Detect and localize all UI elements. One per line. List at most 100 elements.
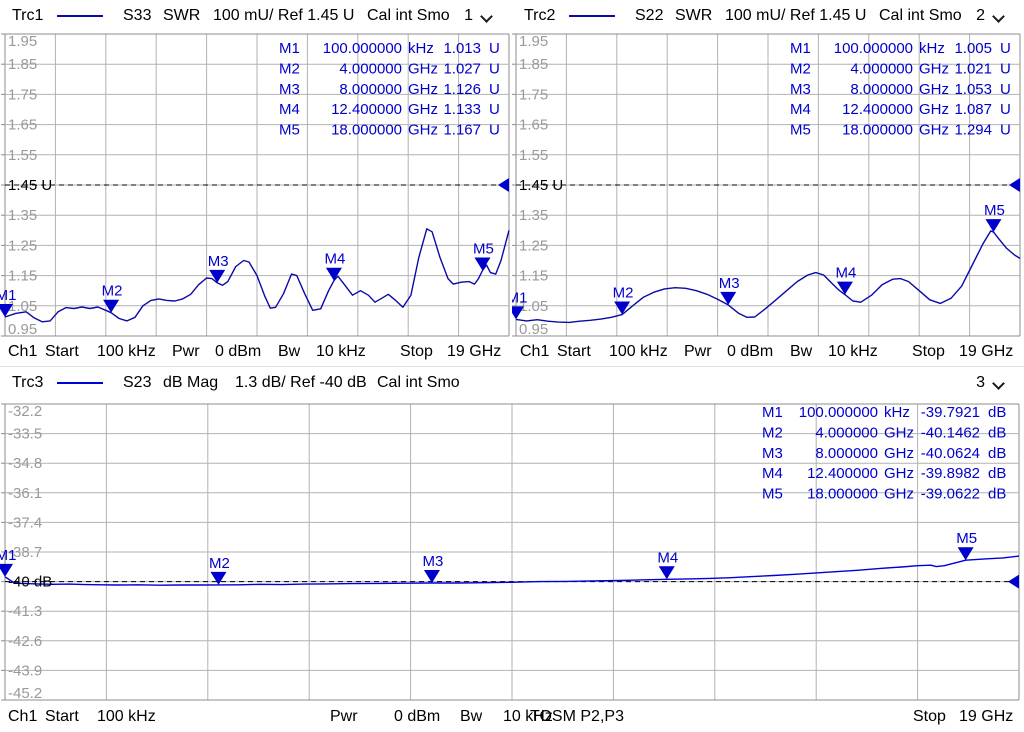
marker-m2-label: M2 — [613, 285, 634, 302]
trace1-parameter: S33 — [123, 7, 152, 24]
marker-readout-value: 1.087 — [954, 101, 992, 118]
marker-m4-triangle[interactable] — [658, 566, 675, 580]
y-tick-label: -32.2 — [8, 403, 42, 420]
marker-m1-triangle[interactable] — [0, 303, 14, 317]
marker-m5-triangle[interactable] — [957, 547, 974, 561]
marker-readout-frequency-unit: GHz — [884, 445, 914, 462]
stop-label: Stop — [913, 708, 946, 725]
y-tick-label: -42.6 — [8, 633, 42, 650]
marker-readout-value: -39.0622 — [921, 486, 980, 503]
trace3-name[interactable]: Trc3 — [12, 374, 44, 391]
marker-readout-name: M4 — [790, 101, 811, 118]
marker-readout-value-unit: U — [1000, 40, 1011, 57]
marker-readout-frequency-unit: GHz — [884, 465, 914, 482]
marker-readout-name: M1 — [279, 40, 300, 57]
trace2-header: Trc2 S22 SWR 100 mU/ Ref 1.45 U Cal int … — [512, 0, 1024, 32]
reference-level-label: -40 dB — [8, 574, 52, 591]
marker-m1-triangle[interactable] — [0, 563, 14, 577]
chevron-down-icon[interactable] — [993, 11, 1005, 23]
pane2-number[interactable]: 2 — [976, 7, 985, 24]
bandwidth-value[interactable]: 10 kHz — [503, 708, 553, 725]
trace2-name[interactable]: Trc2 — [524, 7, 556, 24]
y-tick-label: 1.95 — [8, 33, 37, 50]
marker-readout-frequency: 4.000000 — [850, 60, 913, 77]
marker-readout-name: M2 — [762, 424, 783, 441]
marker-readout-frequency-unit: GHz — [408, 60, 438, 77]
trace1-name[interactable]: Trc1 — [12, 7, 44, 24]
marker-readout-name: M2 — [790, 60, 811, 77]
power-value[interactable]: 0 dBm — [215, 343, 262, 360]
chevron-down-icon[interactable] — [481, 11, 493, 23]
marker-m2-triangle[interactable] — [103, 299, 120, 313]
start-label: Start — [45, 343, 79, 360]
y-tick-label: 1.55 — [8, 147, 37, 164]
marker-m2-triangle[interactable] — [614, 301, 631, 315]
marker-readout-name: M1 — [790, 40, 811, 57]
marker-m2-label: M2 — [102, 283, 123, 300]
reference-level-arrow[interactable] — [1008, 574, 1019, 589]
pane1-number[interactable]: 1 — [464, 7, 473, 24]
y-tick-label: -36.1 — [8, 485, 42, 502]
trace2-plot: 1.95 1.85 1.75 1.65 1.55 1.45 U 1.35 1.25 1.15 1.… — [512, 33, 1021, 338]
stop-frequency-value[interactable]: 19 GHz — [959, 708, 1014, 725]
marker-m3-triangle[interactable] — [720, 291, 737, 305]
stop-frequency-value[interactable]: 19 GHz — [959, 343, 1014, 360]
marker-readout-frequency: 8.000000 — [850, 81, 913, 98]
marker-m4-label: M4 — [325, 251, 346, 268]
marker-readout-value-unit: U — [489, 60, 500, 77]
stop-frequency-value[interactable]: 19 GHz — [447, 343, 502, 360]
marker-m5-triangle[interactable] — [985, 219, 1002, 233]
marker-readout-frequency-unit: GHz — [408, 81, 438, 98]
start-frequency-value[interactable]: 100 kHz — [97, 708, 156, 725]
marker-readout-value: 1.133 — [443, 101, 481, 118]
stop-label: Stop — [400, 343, 433, 360]
marker-m1-triangle[interactable] — [512, 306, 525, 320]
reference-level-arrow[interactable] — [1009, 178, 1020, 192]
marker-readout-value-unit: U — [489, 101, 500, 118]
marker-m2-triangle[interactable] — [210, 571, 227, 585]
bandwidth-value[interactable]: 10 kHz — [828, 343, 878, 360]
y-tick-label: 1.05 — [8, 298, 37, 315]
y-tick-label: 1.15 — [8, 268, 37, 285]
trace3-cal-status: Cal int Smo — [377, 374, 460, 391]
y-tick-label: -43.9 — [8, 662, 42, 679]
reference-level-label: 1.45 U — [8, 177, 52, 194]
marker-m5-triangle[interactable] — [474, 257, 491, 271]
marker-m4-label: M4 — [657, 549, 678, 566]
trace3-plot: -32.2 -33.5 -34.8 -36.1 -37.4 -38.7 -40 dB -41.… — [0, 403, 1020, 702]
chevron-down-icon[interactable] — [993, 378, 1005, 390]
power-value[interactable]: 0 dBm — [394, 708, 441, 725]
marker-readout-value-unit: U — [489, 122, 500, 139]
marker-m5-label: M5 — [984, 202, 1005, 219]
bandwidth-value[interactable]: 10 kHz — [316, 343, 366, 360]
trace3-header: Trc3 S23 dB Mag 1.3 dB/ Ref -40 dB Cal i… — [0, 366, 1024, 399]
marker-readout-name: M4 — [762, 465, 783, 482]
power-value[interactable]: 0 dBm — [727, 343, 774, 360]
y-tick-label: 1.25 — [519, 237, 548, 254]
reference-level-label: 1.45 U — [519, 177, 563, 194]
pane3-number[interactable]: 3 — [976, 374, 985, 391]
reference-level-arrow[interactable] — [498, 178, 509, 192]
trace2-cal-status: Cal int Smo — [879, 7, 962, 24]
marker-m4-triangle[interactable] — [836, 281, 853, 295]
marker-m4-triangle[interactable] — [325, 267, 342, 281]
y-tick-label: 1.55 — [519, 147, 548, 164]
marker-readout-value: 1.021 — [954, 60, 992, 77]
marker-readout-frequency-unit: GHz — [919, 101, 949, 118]
bandwidth-label: Bw — [278, 343, 301, 360]
bandwidth-label: Bw — [790, 343, 813, 360]
marker-m3-triangle[interactable] — [423, 570, 440, 584]
marker-readout-frequency: 18.000000 — [842, 122, 913, 139]
trace2-format: SWR — [675, 7, 713, 24]
channel-label: Ch1 — [8, 343, 38, 360]
trace1-scale: 100 mU/ Ref 1.45 U — [213, 7, 355, 24]
start-frequency-value[interactable]: 100 kHz — [609, 343, 668, 360]
start-frequency-value[interactable]: 100 kHz — [97, 343, 156, 360]
y-tick-label: 1.35 — [519, 207, 548, 224]
trace1-format: SWR — [163, 7, 201, 24]
marker-readout-value: 1.013 — [443, 40, 481, 57]
marker-m5-label: M5 — [473, 240, 494, 257]
marker-readout-value-unit: U — [489, 40, 500, 57]
marker-readout-frequency-unit: GHz — [919, 122, 949, 139]
marker-m3-triangle[interactable] — [209, 269, 226, 283]
